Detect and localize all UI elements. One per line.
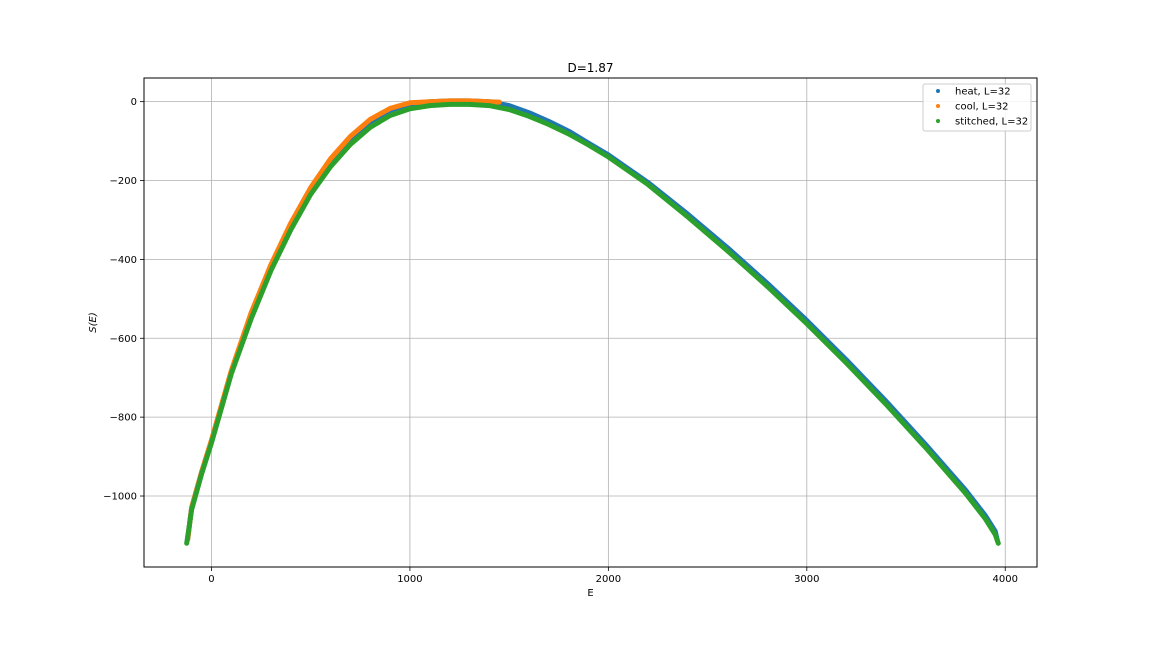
legend-label-cool: cool, L=32 — [955, 102, 1009, 113]
data-point — [983, 516, 988, 522]
data-point — [586, 142, 591, 148]
data-point — [268, 268, 274, 273]
legend-marker-cool — [936, 104, 940, 108]
axes-frame — [143, 77, 1038, 568]
series-band — [184, 101, 1001, 546]
data-point — [645, 182, 651, 187]
x-tick-label: 3000 — [794, 574, 819, 585]
y-tick-label: −600 — [110, 334, 137, 345]
data-point — [923, 445, 929, 451]
data-point — [497, 99, 502, 105]
data-point — [368, 117, 373, 122]
data-point — [249, 316, 254, 321]
data-point — [368, 125, 373, 130]
data-point — [427, 103, 432, 108]
legend-label-heat: heat, L=32 — [955, 87, 1011, 98]
data-point — [844, 360, 849, 366]
y-tick-label: −1000 — [103, 492, 137, 503]
data-point — [387, 106, 393, 111]
data-point — [993, 532, 998, 537]
data-point — [328, 164, 333, 169]
y-tick-label: −200 — [110, 176, 137, 187]
legend: heat, L=32 cool, L=32 stitched, L=32 — [922, 83, 1032, 132]
data-point — [546, 122, 551, 127]
data-point — [996, 541, 1001, 546]
series-stitched — [184, 101, 1001, 546]
x-tick-label: 2000 — [596, 574, 621, 585]
data-point — [189, 507, 194, 512]
y-tick-label: 0 — [131, 97, 137, 108]
data-point — [184, 541, 189, 546]
legend-marker-heat — [936, 89, 940, 93]
y-axis-label: S(E) — [88, 312, 99, 332]
data-point — [447, 102, 452, 107]
data-point — [487, 99, 492, 104]
data-point — [725, 248, 730, 253]
data-points — [184, 98, 1001, 546]
data-point — [506, 107, 512, 112]
data-point — [884, 402, 889, 407]
x-axis-label: E — [587, 588, 593, 599]
data-point — [209, 440, 214, 445]
legend-box — [922, 83, 1032, 132]
data-point — [764, 284, 770, 289]
data-point — [467, 102, 472, 107]
legend-label-stitched: stitched, L=32 — [955, 117, 1028, 128]
data-point — [308, 192, 313, 197]
legend-marker-stitched — [936, 119, 940, 123]
data-point — [328, 156, 333, 161]
data-point — [348, 134, 353, 139]
data-point — [387, 113, 393, 118]
data-point — [427, 99, 432, 104]
data-point — [229, 371, 234, 376]
ticks: 0 1000 2000 3000 4000 0 −200 −400 −600 −800 −1000 — [103, 97, 1018, 585]
data-point — [963, 491, 968, 496]
y-tick-label: −800 — [110, 413, 137, 424]
data-point — [566, 131, 571, 137]
data-point — [407, 100, 413, 106]
data-point — [685, 214, 690, 219]
data-point — [407, 106, 413, 112]
y-tick-label: −400 — [110, 255, 137, 266]
data-point — [506, 103, 512, 108]
data-point — [804, 321, 809, 326]
data-point — [487, 103, 492, 108]
data-point — [199, 472, 204, 477]
data-point — [606, 154, 611, 160]
data-point — [348, 142, 353, 147]
x-tick-label: 1000 — [397, 574, 422, 585]
data-point — [526, 114, 532, 119]
data-point — [288, 227, 293, 232]
x-tick-label: 0 — [208, 574, 214, 585]
x-tick-label: 4000 — [993, 574, 1018, 585]
chart-title: D=1.87 — [567, 61, 613, 75]
